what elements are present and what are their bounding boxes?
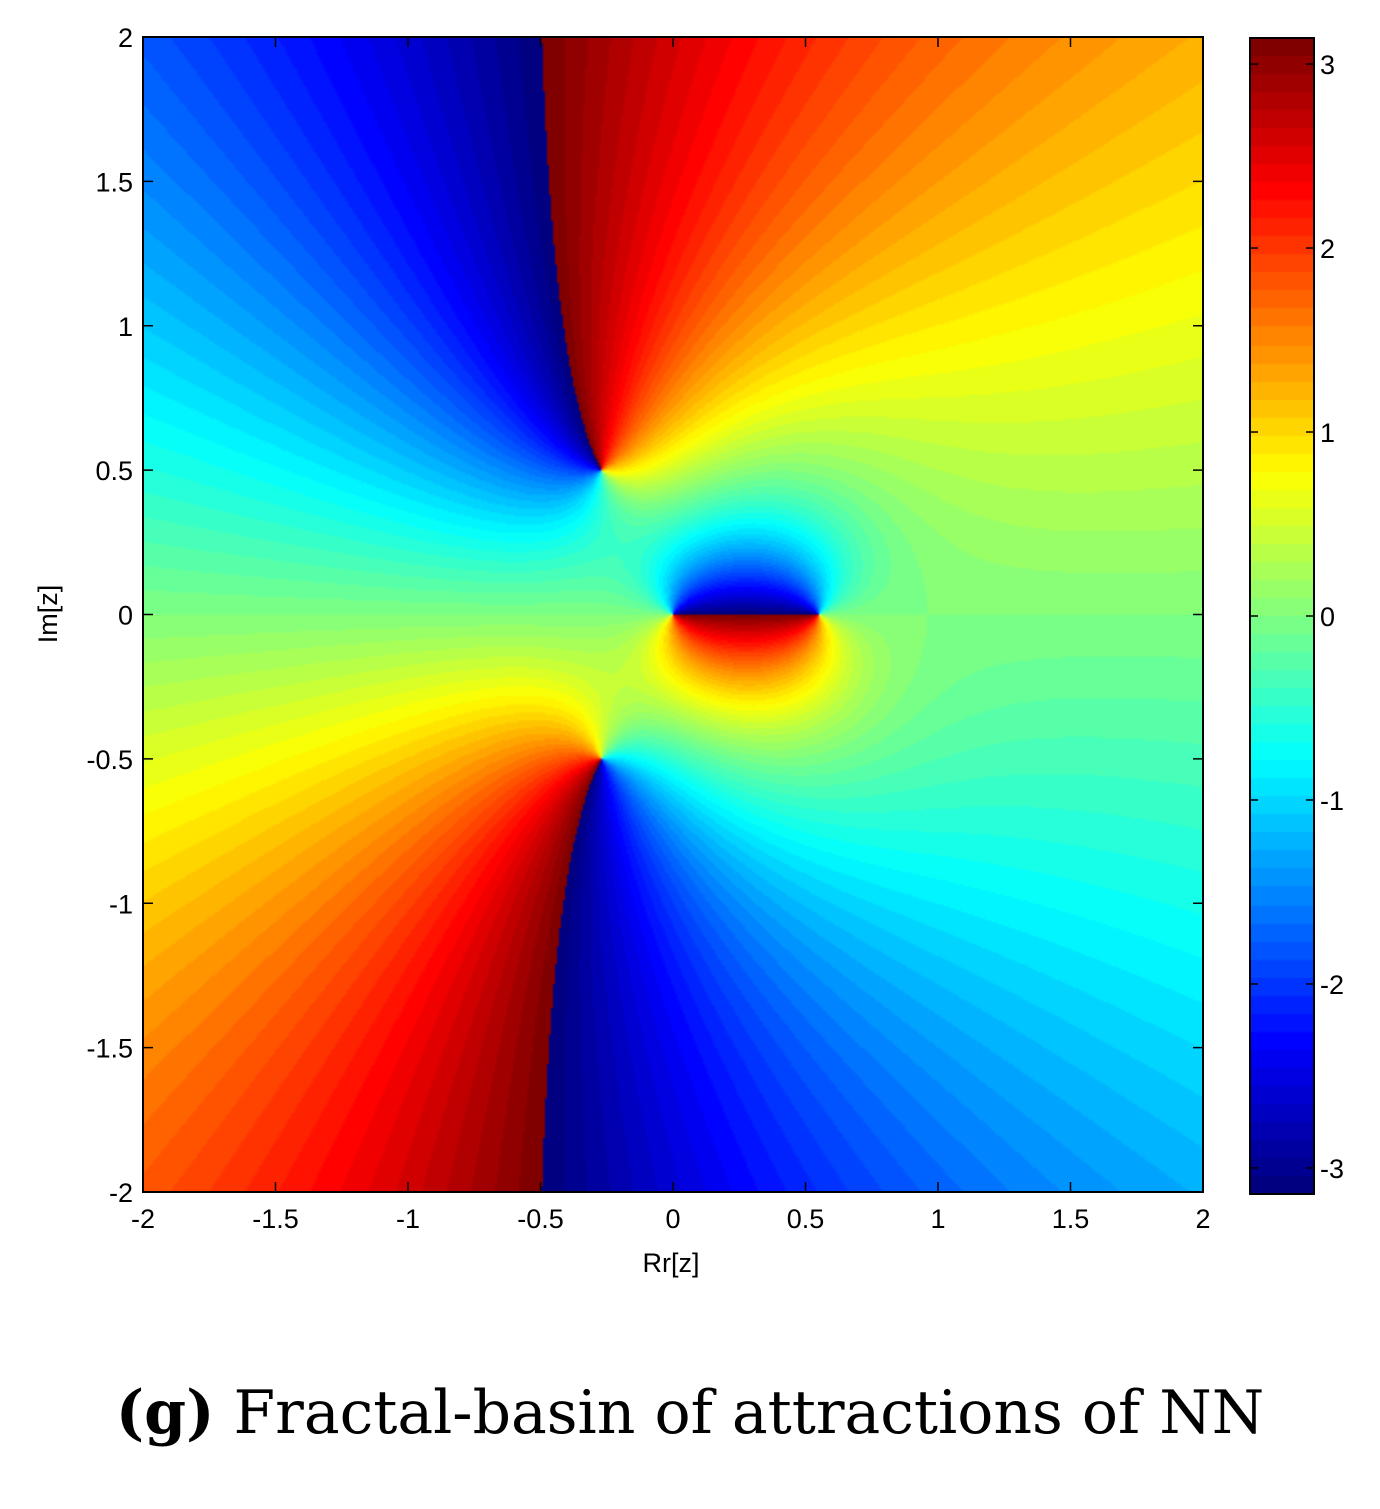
colorbar-gradient — [1250, 38, 1314, 1194]
x-tick-label: 1.5 — [1052, 1204, 1090, 1234]
x-tick-label: -0.5 — [517, 1204, 564, 1234]
y-tick-label: 0 — [118, 601, 133, 631]
x-axis-ticks: -2 -1.5 -1 -0.5 0 0.5 1 1.5 2 — [131, 37, 1211, 1234]
x-tick-label: 0 — [665, 1204, 680, 1234]
y-tick-label: 1 — [118, 312, 133, 342]
y-tick-label: -0.5 — [86, 745, 133, 775]
x-tick-label: 2 — [1195, 1204, 1210, 1234]
y-tick-label: -1 — [109, 889, 133, 919]
y-axis-ticks: 2 1.5 1 0.5 0 -0.5 -1 -1.5 -2 — [86, 23, 1203, 1208]
colorbar-tick-label: 2 — [1320, 234, 1335, 264]
caption-text: Fractal-basin of attractions of NN — [233, 1378, 1265, 1448]
colorbar-tick-label: 3 — [1320, 50, 1335, 80]
colorbar-frame — [1249, 37, 1315, 1195]
x-tick-label: -2 — [131, 1204, 155, 1234]
x-tick-label: 0.5 — [787, 1204, 825, 1234]
colorbar-tick-label: -2 — [1320, 970, 1344, 1000]
colorbar-tick-label: 0 — [1320, 602, 1335, 632]
y-tick-label: 0.5 — [95, 456, 133, 486]
x-axis-label: Rr[z] — [643, 1248, 700, 1278]
y-tick-label: -2 — [109, 1178, 133, 1208]
colorbar-tick-label: -1 — [1320, 786, 1344, 816]
colorbar-tick-label: 1 — [1320, 418, 1335, 448]
plot-frame — [142, 36, 1204, 1193]
y-axis-label: Im[z] — [33, 585, 63, 644]
colorbar-ticks: 3 2 1 0 -1 -2 -3 — [1250, 50, 1344, 1184]
x-tick-label: -1 — [396, 1204, 420, 1234]
colorbar-tick-label: -3 — [1320, 1154, 1344, 1184]
caption-label: (g) — [115, 1378, 215, 1448]
x-tick-label: 1 — [930, 1204, 945, 1234]
y-tick-label: -1.5 — [86, 1034, 133, 1064]
y-tick-label: 1.5 — [95, 167, 133, 197]
y-tick-label: 2 — [118, 23, 133, 53]
x-tick-label: -1.5 — [252, 1204, 299, 1234]
figure-caption: (g) Fractal-basin of attractions of NN — [0, 1378, 1380, 1448]
phase-plot-image — [143, 37, 1203, 1192]
